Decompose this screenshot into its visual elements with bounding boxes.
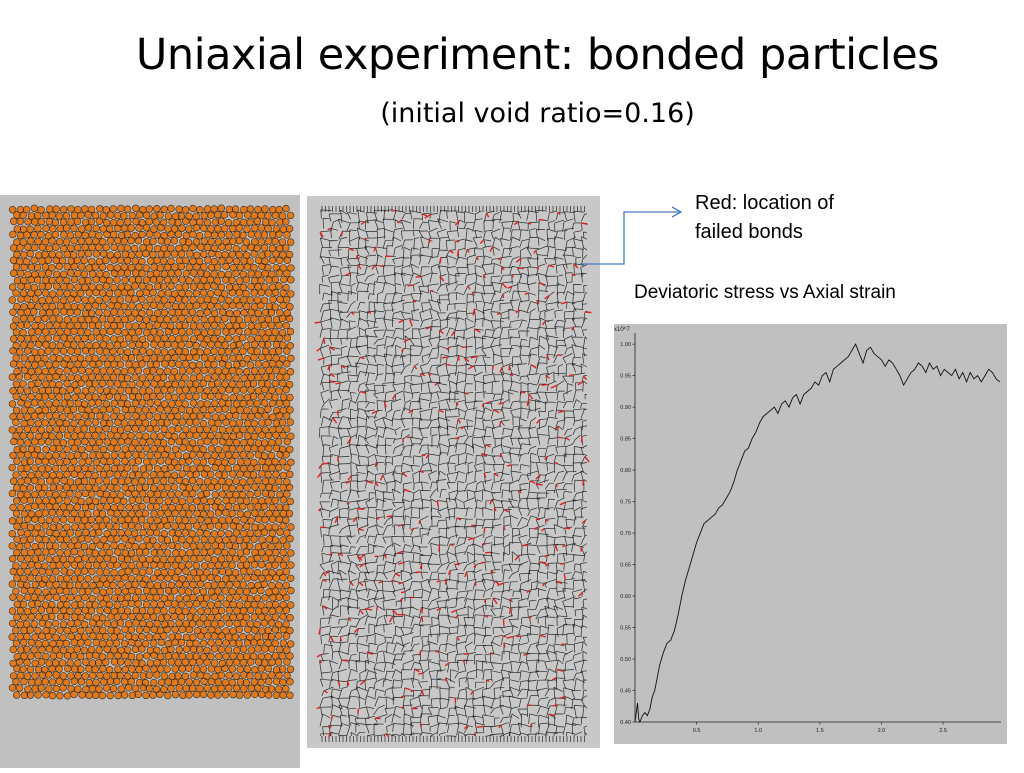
y-tick-label: 0.65 (620, 563, 631, 569)
y-tick-label: 0.40 (620, 720, 631, 726)
callout-note: Red: location of failed bonds (695, 189, 895, 247)
y-tick-label: 0.45 (620, 689, 631, 695)
callout-line-2: failed bonds (695, 221, 803, 243)
callout-line-1: Red: location of (695, 192, 834, 214)
particle-assembly-image (0, 195, 300, 768)
stress-strain-plot: x10^7 0.400.450.500.550.600.650.700.750.… (614, 327, 1001, 734)
chart-title: Deviatoric stress vs Axial strain (634, 282, 896, 303)
x-tick-label: 1.0 (754, 728, 762, 734)
series-line-deviatoric-stress (634, 343, 1001, 724)
y-tick-label: 1.00 (620, 342, 631, 348)
failed-bonds-texture (314, 209, 592, 738)
y-tick-label: 0.50 (620, 657, 631, 663)
x-tick-label: 0.5 (693, 728, 701, 734)
x-tick-label: 2.0 (878, 728, 886, 734)
stress-strain-chart: x10^7 0.40 0.45 0.50 0.55 0.60 0.65 0.70 0.75 0.… (614, 324, 1007, 744)
y-tick-label: 0.90 (620, 405, 631, 411)
particle-texture (8, 204, 295, 700)
y-tick-label: 0.95 (620, 374, 631, 380)
bond-lines-texture (319, 206, 588, 742)
slide-title: Uniaxial experiment: bonded particles (135, 30, 940, 80)
bond-network-image (307, 196, 600, 748)
y-tick-label: 0.60 (620, 594, 631, 600)
y-tick-label: 0.80 (620, 468, 631, 474)
y-multiplier-label: x10^7 (614, 327, 630, 333)
y-axis-ticks: 0.40 0.45 0.50 0.55 0.60 0.65 0.70 0.75 0.80 0.85… (620, 342, 635, 726)
y-tick-label: 0.55 (620, 626, 631, 632)
callout-arrow-icon (580, 206, 683, 265)
y-tick-label: 0.70 (620, 531, 631, 537)
y-tick-label: 0.85 (620, 437, 631, 443)
particle-assembly-canvas (8, 204, 295, 700)
bond-network-canvas (314, 206, 592, 742)
slide-subtitle: (initial void ratio=0.16) (380, 98, 695, 129)
x-tick-label: 2.5 (939, 728, 947, 734)
y-tick-label: 0.75 (620, 500, 631, 506)
x-tick-label: 1.5 (816, 728, 824, 734)
x-axis-ticks: 0.5 1.0 1.5 2.0 2.5 (693, 722, 947, 734)
